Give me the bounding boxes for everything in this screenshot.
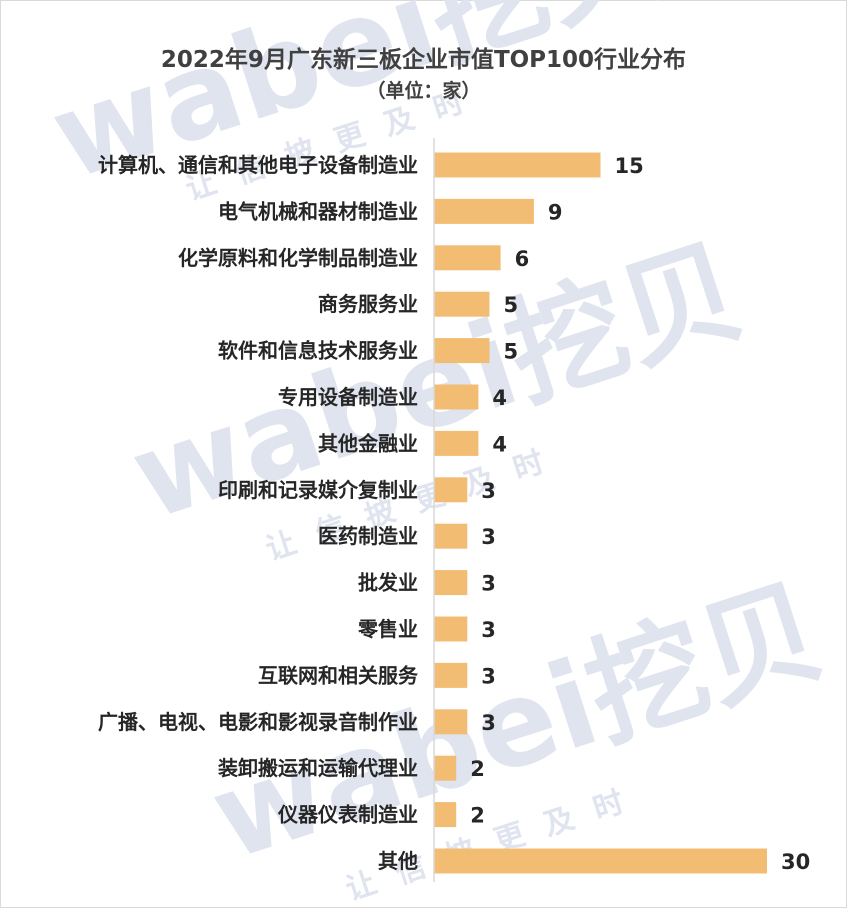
bar (434, 338, 490, 364)
category-label: 其他 (378, 849, 418, 873)
category-label: 仪器仪表制造业 (277, 803, 418, 827)
bar (434, 755, 457, 781)
data-label: 3 (481, 618, 496, 642)
bars-layer: 计算机、通信和其他电子设备制造业 15 电气机械和器材制造业 9 化学原料和化学制品制造… (98, 152, 810, 874)
bar (434, 709, 468, 735)
category-label: 商务服务业 (318, 292, 418, 316)
category-label: 装卸搬运和运输代理业 (217, 756, 418, 780)
data-label: 4 (492, 432, 507, 456)
category-label: 印刷和记录媒介复制业 (218, 478, 418, 502)
bar (434, 291, 490, 317)
bar (434, 430, 479, 456)
data-label: 5 (504, 340, 519, 364)
bar (434, 523, 468, 549)
data-label: 30 (781, 850, 810, 874)
data-label: 2 (470, 804, 485, 828)
bar (434, 570, 468, 596)
bar (434, 245, 501, 271)
data-label: 3 (481, 572, 496, 596)
category-label: 广播、电视、电影和影视录音制作业 (98, 710, 418, 734)
data-label: 15 (615, 154, 644, 178)
category-label: 医药制造业 (318, 524, 418, 548)
category-label: 专用设备制造业 (278, 385, 418, 409)
data-label: 3 (481, 479, 496, 503)
data-label: 5 (504, 293, 519, 317)
data-label: 6 (515, 247, 530, 271)
category-label: 其他金融业 (318, 431, 418, 455)
data-label: 3 (481, 525, 496, 549)
data-label: 4 (492, 386, 507, 410)
bar (434, 616, 468, 642)
chart-title: 2022年9月广东新三板企业市值TOP100行业分布 (160, 47, 687, 73)
bar (434, 802, 457, 828)
bar (434, 477, 468, 503)
category-label: 互联网和相关服务 (258, 663, 419, 687)
category-label: 软件和信息技术服务业 (218, 339, 418, 363)
bar (434, 662, 468, 688)
chart-subtitle: （单位：家） (366, 80, 481, 102)
data-label: 9 (548, 200, 563, 224)
category-label: 电气机械和器材制造业 (218, 199, 418, 223)
data-label: 2 (470, 757, 485, 781)
data-label: 3 (481, 664, 496, 688)
bar (434, 198, 534, 224)
category-label: 批发业 (358, 571, 418, 595)
bar (434, 848, 767, 874)
category-label: 计算机、通信和其他电子设备制造业 (98, 153, 418, 177)
bar (434, 152, 601, 178)
category-label: 化学原料和化学制品制造业 (178, 246, 418, 270)
bar (434, 384, 479, 410)
category-label: 零售业 (357, 617, 418, 641)
data-label: 3 (481, 711, 496, 735)
